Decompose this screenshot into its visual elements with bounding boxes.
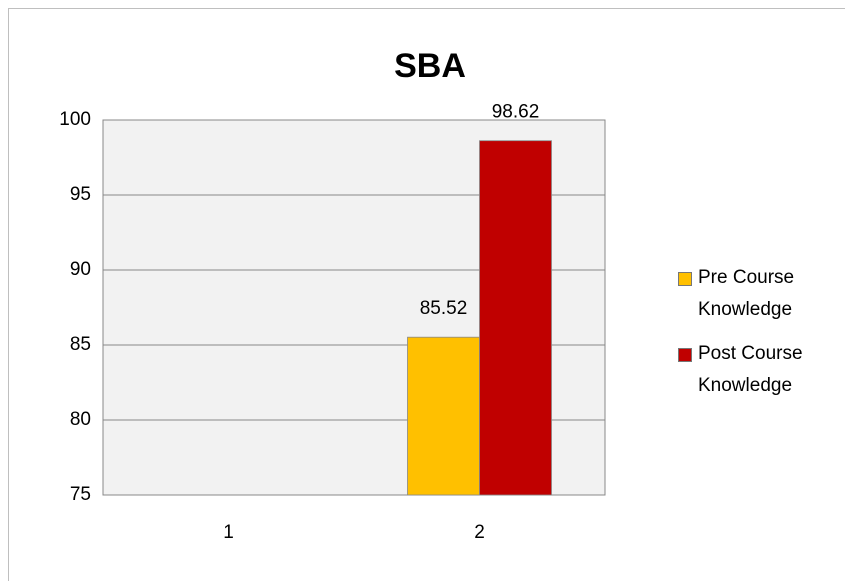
y-tick-label: 80	[70, 409, 91, 430]
y-tick-label: 75	[70, 484, 91, 505]
y-tick-label: 100	[59, 109, 91, 130]
legend: Pre Course Knowledge Post Course Knowledg…	[678, 262, 838, 414]
y-tick-label: 95	[70, 184, 91, 205]
chart-border	[8, 8, 845, 581]
y-tick-label: 90	[70, 259, 91, 280]
x-tick-label: 2	[474, 522, 485, 543]
legend-item: Post Course Knowledge	[678, 338, 838, 402]
legend-swatch	[678, 348, 692, 362]
legend-label: Post Course Knowledge	[698, 343, 803, 396]
legend-label: Pre Course Knowledge	[698, 267, 795, 320]
bar	[407, 336, 480, 496]
legend-swatch	[678, 272, 692, 286]
chart-title: SBA	[394, 47, 466, 85]
bar	[479, 140, 552, 496]
data-label: 98.62	[492, 102, 540, 123]
legend-item: Pre Course Knowledge	[678, 262, 838, 326]
data-label: 85.52	[420, 298, 468, 319]
x-tick-label: 1	[223, 522, 234, 543]
y-tick-label: 85	[70, 334, 91, 355]
